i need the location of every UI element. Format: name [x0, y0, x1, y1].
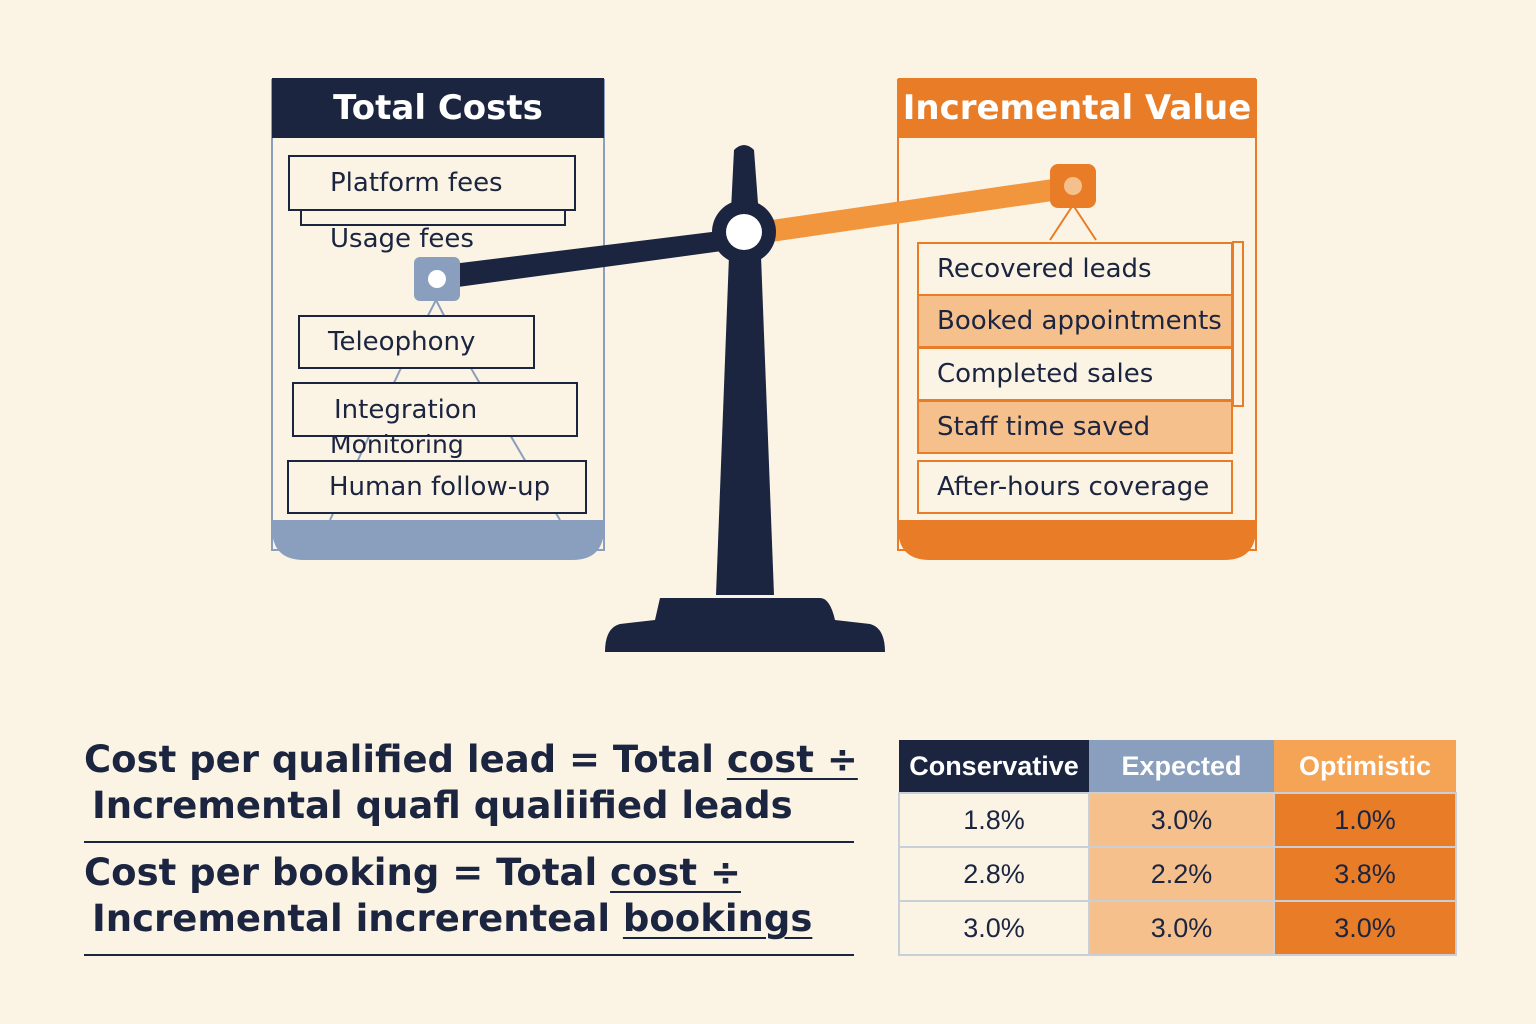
value-item-booked-appointments: Booked appointments	[917, 294, 1233, 348]
header-optimistic: Optimistic	[1274, 740, 1456, 793]
cost-item-teleophony: Teleophony	[298, 315, 535, 369]
formula-cost-per-lead-line1: Cost per qualified lead = Total cost ÷	[84, 738, 858, 781]
formula-text: Cost per qualified lead = Total	[84, 738, 727, 781]
formula-text: cost ÷	[610, 851, 741, 894]
right-pan-base	[898, 520, 1256, 560]
cost-item-usage-fees: Usage fees	[330, 224, 474, 254]
cost-item-monitoring: Monitoring	[330, 430, 464, 459]
value-item-after-hours-coverage: After-hours coverage	[917, 460, 1233, 514]
table-row: 2.8% 2.2% 3.8%	[898, 846, 1457, 902]
right-chain	[1049, 204, 1074, 241]
value-item-completed-sales: Completed sales	[917, 347, 1233, 401]
value-item-staff-time-saved: Staff time saved	[917, 400, 1233, 454]
formula-cost-per-lead-line2: Incremental quafl qualiified leads	[92, 784, 793, 827]
formula-divider	[84, 841, 854, 843]
incremental-value-title: Incremental Value	[898, 78, 1256, 138]
table-cell: 3.0%	[1273, 900, 1457, 956]
scenario-table: Conservative Expected Optimistic 1.8% 3.…	[898, 740, 1457, 956]
scale-foot	[605, 598, 885, 652]
formula-divider	[84, 954, 854, 956]
table-cell: 2.8%	[898, 846, 1090, 902]
cost-item-human-follow-up: Human follow-up	[287, 460, 587, 514]
table-cell: 3.0%	[898, 900, 1090, 956]
cost-item-integration: Integration	[292, 382, 578, 437]
formula-cost-per-booking-line2: Incremental increrenteal bookings	[92, 897, 812, 940]
header-conservative: Conservative	[899, 740, 1089, 793]
table-row: 3.0% 3.0% 3.0%	[898, 900, 1457, 956]
left-pan-base	[272, 520, 604, 560]
table-row: 1.8% 3.0% 1.0%	[898, 792, 1457, 848]
header-expected: Expected	[1089, 740, 1274, 793]
platform-fees-shadow	[300, 210, 566, 226]
formula-text: Cost per booking = Total	[84, 851, 611, 894]
beam-left	[436, 228, 744, 290]
value-stack-back	[1232, 241, 1244, 407]
table-cell: 3.0%	[1088, 792, 1275, 848]
formula-text: bookings	[622, 897, 813, 940]
table-header-row: Conservative Expected Optimistic	[899, 740, 1456, 793]
total-costs-title: Total Costs	[272, 78, 604, 138]
table-cell: 2.2%	[1088, 846, 1275, 902]
table-cell: 3.0%	[1088, 900, 1275, 956]
beam-right	[744, 176, 1073, 246]
value-item-recovered-leads: Recovered leads	[917, 242, 1233, 296]
right-chain	[1072, 204, 1097, 241]
cost-item-platform-fees: Platform fees	[288, 155, 576, 211]
formula-cost-per-booking-line1: Cost per booking = Total cost ÷	[84, 851, 741, 894]
table-cell: 3.8%	[1273, 846, 1457, 902]
formula-text: Incremental increrenteal	[92, 897, 623, 940]
formula-text: cost ÷	[726, 738, 858, 781]
table-cell: 1.0%	[1273, 792, 1457, 848]
table-cell: 1.8%	[898, 792, 1090, 848]
